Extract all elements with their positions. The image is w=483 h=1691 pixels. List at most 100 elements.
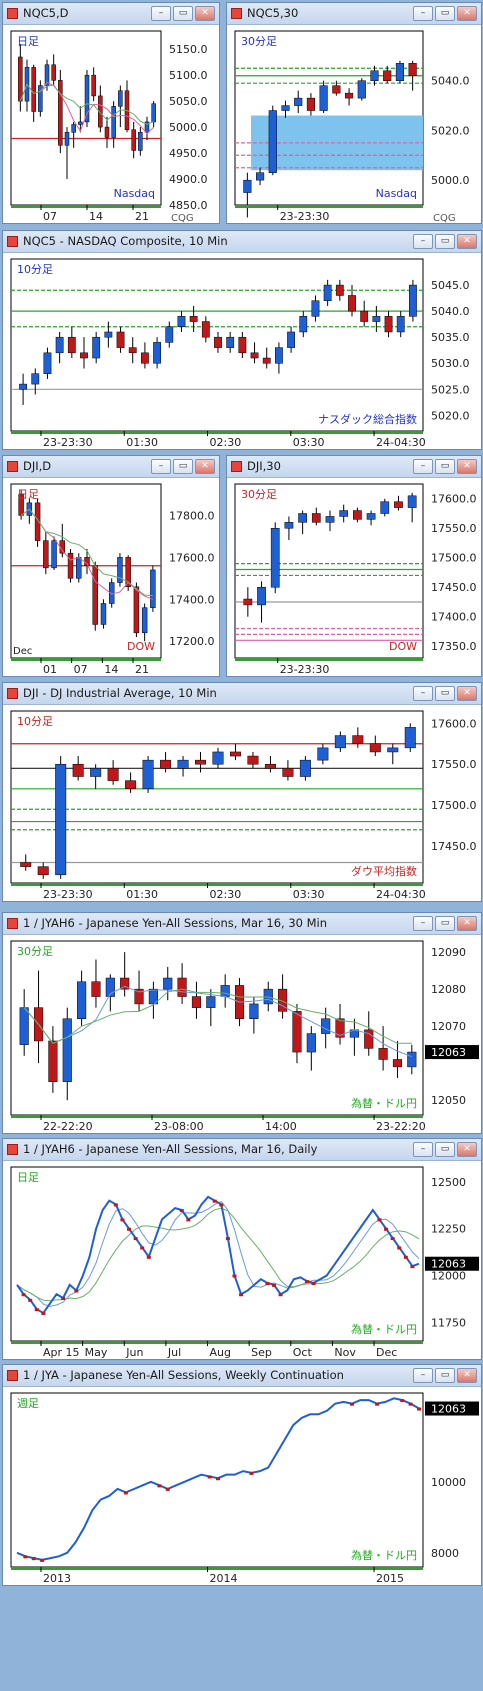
price-point [272,1283,277,1287]
restore-button[interactable]: ▭ [435,234,455,249]
chart-window-jyah6-daily[interactable]: 1 / JYAH6 - Japanese Yen-All Sessions, M… [2,1138,482,1360]
y-tick-label: 17450.0 [431,840,477,853]
price-point [207,1475,212,1479]
minimize-button[interactable]: – [413,916,433,931]
restore-button[interactable]: ▭ [435,1368,455,1383]
candle [380,498,390,517]
window-titlebar[interactable]: 1 / JYA - Japanese Yen-All Sessions, Wee… [3,1365,481,1387]
restore-button[interactable]: ▭ [173,459,193,474]
close-button[interactable]: ✕ [195,459,215,474]
candle [125,555,131,591]
candle [243,172,252,218]
chart-canvas[interactable]: 5150.0 5100.0 5050.0 5000.0 4950.0 4900.0 4850… [3,25,219,225]
price-point [400,1399,405,1403]
y-tick-label: 17600.0 [169,551,215,564]
close-button[interactable]: ✕ [457,916,477,931]
candle [78,106,83,133]
window-titlebar[interactable]: 1 / JYAH6 - Japanese Yen-All Sessions, M… [3,1139,481,1161]
candle [189,305,198,332]
x-tick-label: 21 [135,663,149,676]
candle [43,532,49,575]
close-button[interactable]: ✕ [457,234,477,249]
chart-window-dji-30[interactable]: DJI,30 – ▭ ✕ 17600.0 17550.0 17500.0 17450.0 174… [226,455,482,677]
price-point [232,1274,237,1278]
window-titlebar[interactable]: NQC5,30 – ▭ ✕ [227,3,481,25]
window-title: 1 / JYAH6 - Japanese Yen-All Sessions, M… [23,916,328,930]
y-tick-label: 17450.0 [431,581,477,594]
minimize-button[interactable]: – [413,234,433,249]
y-tick-label: 17800.0 [169,509,215,522]
window-titlebar[interactable]: NQC5,D – ▭ ✕ [3,3,219,25]
x-tick-label: 14 [89,210,103,223]
chart-canvas[interactable]: 5045.0 5040.0 5035.0 5030.0 5025.0 5020.0 23-2… [3,253,481,451]
candle [84,69,90,128]
minimize-button[interactable]: – [413,1368,433,1383]
y-tick-label: 17550.0 [431,758,477,771]
minimize-button[interactable]: – [413,686,433,701]
close-button[interactable]: ✕ [457,6,477,21]
candle [153,337,161,369]
candle [238,331,247,359]
chart-window-jya-weekly[interactable]: 1 / JYA - Japanese Yen-All Sessions, Wee… [2,1364,482,1586]
restore-button[interactable]: ▭ [435,459,455,474]
chart-window-dji-10[interactable]: DJI - DJ Industrial Average, 10 Min – ▭ ✕ 17… [2,682,482,902]
minimize-button[interactable]: – [151,459,171,474]
candle [378,1026,388,1071]
chart-canvas[interactable]: 5040.0 5020.0 5000.0 23-23:30 30分足 Nasdaq CQG [227,25,481,225]
close-button[interactable]: ✕ [195,6,215,21]
chart-window-jyah6-30[interactable]: 1 / JYAH6 - Japanese Yen-All Sessions, M… [2,912,482,1134]
candle [67,548,74,583]
candle [392,1040,403,1078]
restore-button[interactable]: ▭ [435,6,455,21]
minimize-button[interactable]: – [151,6,171,21]
minimize-button[interactable]: – [413,6,433,21]
chart-window-dji-daily[interactable]: DJI,D – ▭ ✕ 17800.0 17600.0 17400.0 17200.0 01 07… [2,455,220,677]
close-button[interactable]: ✕ [457,686,477,701]
chart-canvas[interactable]: 17800.0 17600.0 17400.0 17200.0 01 07 14 21 Dec 日… [3,478,219,678]
candle [116,326,125,353]
restore-button[interactable]: ▭ [435,916,455,931]
period-label: 30分足 [241,488,277,501]
chart-canvas[interactable]: 17600.0 17550.0 17500.0 17450.0 17400.0 17350… [227,478,481,678]
price-point [403,1255,408,1259]
candle [325,510,335,532]
window-titlebar[interactable]: DJI,30 – ▭ ✕ [227,456,481,478]
moving-average-line [16,1207,420,1302]
restore-button[interactable]: ▭ [173,6,193,21]
window-titlebar[interactable]: DJI,D – ▭ ✕ [3,456,219,478]
price-point [133,1237,138,1241]
moving-average-line [20,508,153,597]
window-titlebar[interactable]: NQC5 - NASDAQ Composite, 10 Min – ▭ ✕ [3,231,481,253]
candle [257,581,266,623]
plot-area [10,940,424,1116]
chart-window-nqc-30[interactable]: NQC5,30 – ▭ ✕ 5040.0 5020.0 5000.0 23-23:30 30分足… [226,2,482,224]
candle [407,492,417,523]
chart-canvas[interactable]: 12500 12250 12000 11750 12063 Apr 15 May Jun Jul… [3,1161,481,1361]
restore-button[interactable]: ▭ [435,686,455,701]
window-title: DJI,D [23,459,52,473]
chart-canvas[interactable]: 12090 12080 12070 12050 12063 22-22:20 23-08:0… [3,935,481,1135]
chart-canvas[interactable]: 1206310000800012063201320142015週足為替・ドル円 [3,1387,481,1587]
minimize-button[interactable]: – [413,459,433,474]
x-tick-label: 01 [43,663,57,676]
minimize-button[interactable]: – [413,1142,433,1157]
instrument-label: Nasdaq [376,187,417,200]
x-tick-label: Aug [210,1346,231,1359]
candle [165,321,174,348]
close-button[interactable]: ✕ [457,459,477,474]
close-button[interactable]: ✕ [457,1368,477,1383]
restore-button[interactable]: ▭ [435,1142,455,1157]
price-point [219,1203,224,1207]
window-titlebar[interactable]: 1 / JYAH6 - Japanese Yen-All Sessions, M… [3,913,481,935]
instrument-label: 為替・ドル円 [351,1322,417,1336]
chart-canvas[interactable]: 17600.0 17550.0 17500.0 17450.0 23-23:30 01:3… [3,705,481,903]
candle [160,751,172,773]
window-titlebar[interactable]: DJI - DJ Industrial Average, 10 Min – ▭ ✕ [3,683,481,705]
price-point [41,1311,46,1315]
candle [104,321,113,348]
y-tick-label: 4850.0 [169,199,208,212]
chart-window-nqc-10[interactable]: NQC5 - NASDAQ Composite, 10 Min – ▭ ✕ 5045.0… [2,230,482,450]
price-point [225,1237,230,1241]
close-button[interactable]: ✕ [457,1142,477,1157]
chart-window-nqc-daily[interactable]: NQC5,D – ▭ ✕ 5150.0 5100.0 5050.0 5000.0 4950.0 4… [2,2,220,224]
